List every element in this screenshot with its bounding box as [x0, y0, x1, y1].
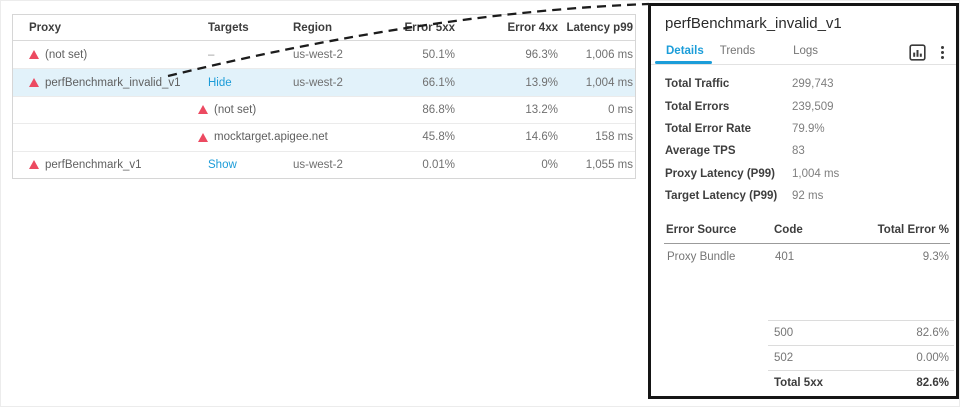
error-5xx-cell: 50.1% — [422, 48, 455, 61]
warning-triangle-icon — [29, 78, 39, 88]
error-5xx-cell: 45.8% — [422, 131, 455, 144]
metric-target-latency: Target Latency (P99) 92 ms — [665, 185, 942, 207]
more-options-kebab-icon[interactable] — [939, 45, 946, 60]
column-header-latency-p99: Latency p99 — [566, 21, 633, 34]
column-header-code: Code — [774, 224, 803, 236]
column-header-error-source: Error Source — [666, 224, 737, 236]
target-sub-row[interactable]: (not set) 86.8% 13.2% 0 ms — [13, 95, 635, 124]
error-table-total-row: Total 5xx 82.6% — [768, 370, 954, 395]
metric-value: 239,509 — [792, 100, 834, 113]
error-code-sub-table: 500 82.6% 502 0.00% Total 5xx 82.6% — [768, 320, 954, 395]
metric-proxy-latency: Proxy Latency (P99) 1,004 ms — [665, 163, 942, 185]
error-4xx-cell: 96.3% — [525, 48, 558, 61]
error-pct-cell: 82.6% — [916, 327, 949, 339]
metric-value: 92 ms — [792, 190, 824, 203]
error-table-header: Error Source Code Total Error % — [651, 219, 956, 241]
latency-cell: 1,006 ms — [585, 48, 633, 61]
latency-cell: 158 ms — [595, 131, 633, 144]
proxy-name: perfBenchmark_v1 — [45, 158, 142, 171]
metric-label: Proxy Latency (P99) — [665, 167, 775, 180]
latency-cell: 1,004 ms — [585, 76, 633, 89]
proxy-detail-panel: perfBenchmark_invalid_v1 Details Trends … — [648, 3, 959, 399]
total-5xx-label: Total 5xx — [774, 377, 823, 389]
error-pct-cell: 9.3% — [922, 251, 949, 263]
panel-actions — [909, 44, 946, 61]
total-5xx-pct: 82.6% — [916, 377, 949, 389]
error-4xx-cell: 14.6% — [525, 131, 558, 144]
metric-total-traffic: Total Traffic 299,743 — [665, 73, 942, 95]
proxy-metrics-table: Proxy Targets Region Error 5xx Error 4xx… — [12, 14, 636, 179]
region-cell: us-west-2 — [293, 48, 343, 61]
column-header-error-4xx: Error 4xx — [507, 21, 558, 34]
table-row[interactable]: perfBenchmark_v1 Show us-west-2 0.01% 0%… — [13, 150, 635, 178]
column-header-region: Region — [293, 21, 332, 34]
metric-label: Total Errors — [665, 100, 730, 113]
hide-targets-link[interactable]: Hide — [208, 76, 232, 89]
error-table-header-divider — [664, 243, 950, 244]
column-header-error-5xx: Error 5xx — [404, 21, 455, 34]
target-name: (not set) — [214, 103, 257, 116]
metric-total-error-rate: Total Error Rate 79.9% — [665, 118, 942, 140]
metric-value: 83 — [792, 145, 805, 158]
targets-cell: – — [208, 48, 215, 61]
tab-trends[interactable]: Trends — [719, 44, 756, 57]
metric-label: Total Error Rate — [665, 122, 752, 135]
region-cell: us-west-2 — [293, 76, 343, 89]
proxy-name: perfBenchmark_invalid_v1 — [45, 76, 181, 89]
metric-value: 79.9% — [792, 122, 825, 135]
proxy-name: (not set) — [45, 48, 88, 61]
error-5xx-cell: 66.1% — [422, 76, 455, 89]
region-cell: us-west-2 — [293, 158, 343, 171]
metric-label: Target Latency (P99) — [665, 190, 778, 203]
show-targets-link[interactable]: Show — [208, 158, 237, 171]
metric-total-errors: Total Errors 239,509 — [665, 95, 942, 117]
tabs-divider — [651, 64, 956, 65]
error-5xx-cell: 0.01% — [422, 158, 455, 171]
warning-triangle-icon — [29, 50, 39, 60]
column-header-total-error-pct: Total Error % — [877, 224, 949, 236]
error-table-row: 502 0.00% — [768, 345, 954, 370]
error-4xx-cell: 0% — [541, 158, 558, 171]
metric-label: Total Traffic — [665, 78, 730, 91]
tab-details[interactable]: Details — [655, 39, 712, 64]
panel-tabs: Details Trends Logs — [651, 37, 956, 64]
panel-title: perfBenchmark_invalid_v1 — [665, 15, 842, 32]
table-row-selected[interactable]: perfBenchmark_invalid_v1 Hide us-west-2 … — [13, 68, 635, 96]
target-sub-row[interactable]: mocktarget.apigee.net 45.8% 14.6% 158 ms — [13, 123, 635, 151]
error-4xx-cell: 13.9% — [525, 76, 558, 89]
metric-value: 299,743 — [792, 78, 834, 91]
error-code-cell: 502 — [774, 352, 794, 364]
warning-triangle-icon — [198, 105, 208, 115]
metrics-list: Total Traffic 299,743 Total Errors 239,5… — [665, 73, 942, 207]
metric-label: Average TPS — [665, 145, 736, 158]
latency-cell: 1,055 ms — [585, 158, 633, 171]
error-5xx-cell: 86.8% — [422, 103, 455, 116]
warning-triangle-icon — [29, 160, 39, 170]
metric-value: 1,004 ms — [792, 167, 840, 180]
target-name: mocktarget.apigee.net — [214, 131, 328, 144]
bar-chart-icon[interactable] — [909, 44, 926, 61]
latency-cell: 0 ms — [608, 103, 633, 116]
tab-logs[interactable]: Logs — [793, 44, 819, 57]
column-header-proxy: Proxy — [29, 21, 61, 34]
error-code-cell: 500 — [774, 327, 794, 339]
error-source-cell: Proxy Bundle — [667, 251, 736, 263]
error-table-row: 500 82.6% — [768, 320, 954, 345]
column-header-targets: Targets — [208, 21, 249, 34]
error-code-cell: 401 — [775, 251, 795, 263]
metric-average-tps: Average TPS 83 — [665, 140, 942, 162]
error-pct-cell: 0.00% — [916, 352, 949, 364]
table-row[interactable]: (not set) – us-west-2 50.1% 96.3% 1,006 … — [13, 41, 635, 69]
table-header-row: Proxy Targets Region Error 5xx Error 4xx… — [13, 15, 635, 41]
warning-triangle-icon — [198, 132, 208, 142]
error-table-row: Proxy Bundle 401 9.3% — [651, 246, 956, 268]
error-4xx-cell: 13.2% — [525, 103, 558, 116]
